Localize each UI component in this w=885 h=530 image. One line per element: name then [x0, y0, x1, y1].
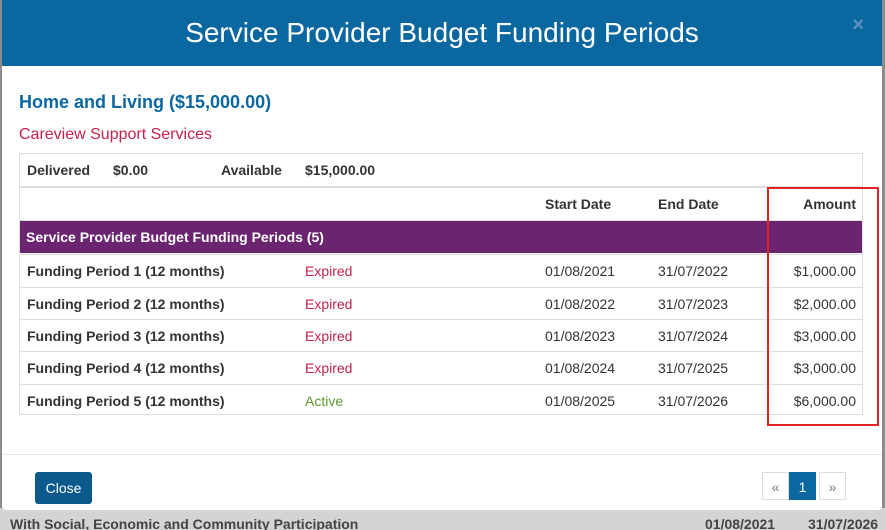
background-text: With Social, Economic and Community Part…	[10, 516, 359, 530]
start-date: 01/08/2022	[545, 296, 616, 312]
value: $15,000.00	[305, 162, 376, 178]
column-header: Start Date	[545, 196, 612, 212]
end-date: 31/07/2022	[658, 263, 729, 279]
summary-row: Delivered $0.00 Available $15,000.00	[20, 154, 862, 188]
provider-name: Careview Support Services	[19, 126, 212, 143]
close-icon[interactable]: ×	[852, 14, 864, 36]
amount: $3,000.00	[793, 328, 856, 344]
background-row: With Social, Economic and Community Part…	[0, 508, 885, 530]
label: Available	[221, 162, 282, 178]
start-date: 01/08/2023	[545, 328, 616, 344]
amount: $6,000.00	[793, 393, 856, 409]
period-name: Funding Period 4 (12 months)	[27, 360, 225, 376]
end-date: 31/07/2024	[658, 328, 729, 344]
table-row: Funding Period 2 (12 months) Expired 01/08…	[20, 287, 862, 320]
status: Active	[305, 393, 344, 409]
table: Delivered $0.00 Available $15,000.00 Sta…	[19, 153, 863, 415]
amount: $3,000.00	[793, 360, 856, 376]
table-row: Funding Period 3 (12 months) Expired 01/08…	[20, 319, 862, 352]
modal-header: Service Provider Budget Funding Periods …	[2, 0, 882, 66]
start-date: 01/08/2025	[545, 393, 616, 409]
page-prev[interactable]: «	[762, 472, 789, 500]
period-name: Funding Period 2 (12 months)	[27, 296, 225, 312]
column-header: Amount	[803, 196, 856, 212]
status: Expired	[305, 263, 353, 279]
label: Delivered	[27, 162, 91, 178]
status: Expired	[305, 296, 353, 312]
section-title: Home and Living ($15,000.00)	[19, 92, 272, 112]
period-name: Funding Period 3 (12 months)	[27, 328, 225, 344]
value: $0.00	[113, 162, 149, 178]
modal-title: Service Provider Budget Funding Periods	[185, 17, 699, 48]
page-next[interactable]: »	[819, 472, 846, 500]
table-row: Funding Period 1 (12 months) Expired 01/08…	[20, 254, 862, 287]
period-name: Funding Period 1 (12 months)	[27, 263, 225, 279]
table-row: Funding Period 5 (12 months) Active 01/08/…	[20, 384, 862, 417]
close-button[interactable]: Close	[35, 472, 92, 504]
column-header: End Date	[658, 196, 719, 212]
status: Expired	[305, 360, 353, 376]
amount: $2,000.00	[793, 296, 856, 312]
end-date: 31/07/2023	[658, 296, 729, 312]
start-date: 01/08/2024	[545, 360, 616, 376]
end-date: 31/07/2026	[658, 393, 729, 409]
group-row: Service Provider Budget Funding Periods …	[20, 221, 862, 253]
page-current[interactable]: 1	[789, 472, 816, 500]
amount: $1,000.00	[793, 263, 856, 279]
background-text: 31/07/2026	[808, 516, 879, 530]
background-text: 01/08/2021	[705, 516, 776, 530]
period-name: Funding Period 5 (12 months)	[27, 393, 225, 409]
status: Expired	[305, 328, 353, 344]
end-date: 31/07/2025	[658, 360, 729, 376]
highlight-box	[767, 187, 879, 426]
group-title: Service Provider Budget Funding Periods …	[26, 229, 324, 245]
header-row: Start Date End Date Amount	[20, 188, 862, 222]
table-row: Funding Period 4 (12 months) Expired 01/08…	[20, 351, 862, 384]
modal: Service Provider Budget Funding Periods …	[2, 0, 882, 510]
footer-divider	[2, 454, 882, 455]
start-date: 01/08/2021	[545, 263, 616, 279]
